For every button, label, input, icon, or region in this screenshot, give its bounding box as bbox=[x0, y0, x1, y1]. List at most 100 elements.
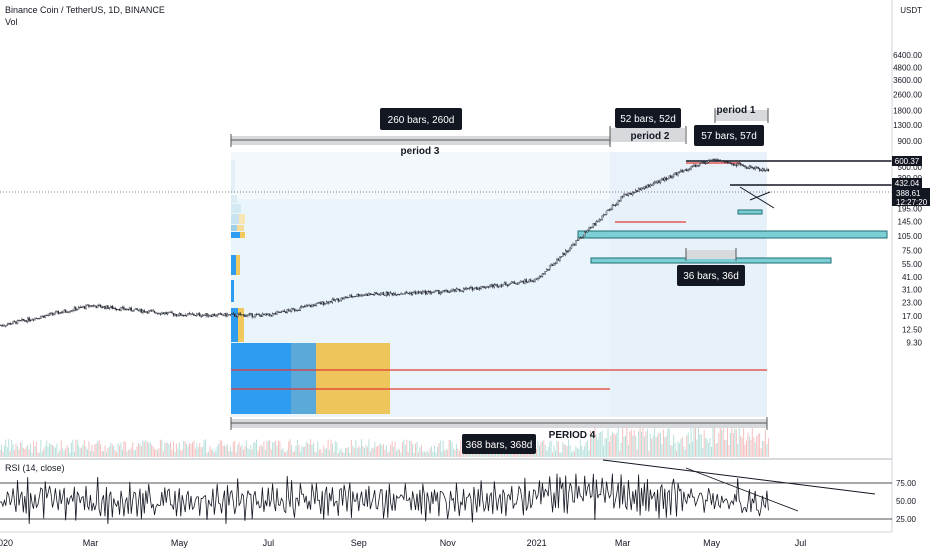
volume-bar bbox=[531, 452, 533, 457]
volume-bar bbox=[381, 445, 383, 457]
candle-body bbox=[34, 317, 36, 321]
volume-bar bbox=[266, 441, 268, 457]
volume-bar bbox=[17, 446, 18, 457]
volume-bar bbox=[6, 447, 8, 457]
candle-body bbox=[651, 184, 653, 186]
candle-body bbox=[250, 313, 252, 315]
time-axis[interactable]: 2020 Mar May Jul Sep Nov 2021 Mar May Jul bbox=[0, 538, 806, 548]
volume-bar bbox=[566, 446, 568, 457]
candle-body bbox=[62, 312, 64, 314]
candle-body bbox=[264, 313, 267, 316]
volume-bar bbox=[292, 451, 294, 457]
price-axis[interactable]: USDT 6400.00 4800.00 3600.00 2600.00 1800.00… bbox=[893, 6, 922, 348]
candle-body bbox=[41, 315, 43, 318]
volume-bar bbox=[209, 446, 211, 457]
volume-bar bbox=[743, 428, 745, 457]
candle-body bbox=[617, 200, 619, 205]
candle-body bbox=[484, 287, 487, 289]
volume-bar bbox=[243, 449, 244, 457]
volume-bar bbox=[291, 445, 293, 457]
volume-bar bbox=[62, 448, 64, 457]
volume-bar bbox=[68, 447, 69, 457]
candle-body bbox=[400, 293, 402, 295]
candle-body bbox=[296, 309, 299, 311]
volume-bar bbox=[40, 440, 42, 457]
volume-bar bbox=[552, 452, 554, 457]
volume-bar bbox=[44, 445, 46, 457]
badge-countdown: 12:27:20 bbox=[896, 198, 928, 207]
candle-body bbox=[601, 215, 603, 220]
volume-bar bbox=[645, 431, 647, 457]
volume-bar bbox=[138, 443, 139, 457]
volume-bar bbox=[105, 451, 107, 457]
candle-body bbox=[726, 161, 729, 163]
volume-bar bbox=[234, 440, 236, 457]
candle-body bbox=[607, 209, 609, 212]
volume-bar bbox=[170, 442, 172, 457]
volume-bar bbox=[95, 443, 97, 457]
candle-body bbox=[696, 165, 698, 167]
volume-bar bbox=[158, 448, 160, 457]
volume-bar bbox=[436, 447, 438, 457]
candle-body bbox=[410, 292, 412, 295]
volume-bar bbox=[422, 451, 424, 457]
volume-bar bbox=[642, 421, 644, 457]
volume-bar bbox=[330, 439, 332, 457]
candle-body bbox=[709, 160, 711, 162]
candle-body bbox=[239, 313, 242, 316]
candle-body bbox=[670, 175, 672, 179]
candle-body bbox=[763, 168, 765, 171]
candle-body bbox=[232, 313, 235, 315]
candle-body bbox=[419, 291, 421, 294]
candle-body bbox=[422, 291, 424, 294]
volume-bar bbox=[441, 451, 443, 457]
volume-bar bbox=[540, 442, 542, 457]
volume-bar bbox=[348, 447, 349, 457]
candle-body bbox=[595, 221, 597, 226]
candle-body bbox=[509, 283, 511, 285]
candle-body bbox=[13, 321, 16, 323]
volume-bar bbox=[76, 440, 78, 457]
candle-body bbox=[572, 244, 574, 246]
candle-body bbox=[554, 263, 557, 265]
volume-bar bbox=[397, 448, 399, 457]
volume-bar bbox=[218, 443, 220, 457]
candle-body bbox=[82, 306, 84, 308]
candle-body bbox=[551, 264, 554, 266]
price-tick-21: 9.30 bbox=[906, 339, 922, 348]
candle-body bbox=[117, 309, 119, 311]
volume-bar bbox=[614, 434, 616, 457]
volume-bar bbox=[365, 445, 367, 457]
candle-body bbox=[725, 161, 727, 163]
candle-body bbox=[476, 287, 478, 290]
candle-body bbox=[744, 165, 746, 168]
candle-body bbox=[181, 315, 183, 317]
candle-body bbox=[150, 310, 153, 312]
volume-bar bbox=[657, 435, 659, 457]
volume-bar bbox=[412, 443, 414, 457]
candle-body bbox=[217, 313, 220, 315]
candle-body bbox=[349, 295, 351, 298]
volume-bar bbox=[73, 451, 75, 457]
candle-body bbox=[718, 159, 720, 161]
volume-bar bbox=[190, 444, 192, 457]
volume-bar bbox=[311, 445, 313, 457]
volume-bar bbox=[247, 447, 249, 457]
candle-body bbox=[155, 312, 157, 314]
candle-body bbox=[107, 305, 109, 309]
volume-bar bbox=[750, 439, 752, 457]
volume-bar bbox=[595, 434, 597, 457]
volume-bar bbox=[626, 426, 628, 457]
rsi-axis[interactable]: 75.00 50.00 25.00 bbox=[896, 479, 917, 524]
candle-body bbox=[414, 291, 417, 295]
volume-bar bbox=[235, 452, 237, 457]
candle-body bbox=[188, 313, 191, 315]
volume-bar bbox=[333, 452, 335, 457]
candle-body bbox=[146, 311, 149, 314]
price-tick-14: 75.00 bbox=[902, 247, 923, 256]
volume-bar bbox=[574, 451, 575, 457]
volume-bar bbox=[638, 431, 640, 457]
volume-bar bbox=[754, 442, 756, 457]
volume-bar bbox=[241, 444, 243, 457]
